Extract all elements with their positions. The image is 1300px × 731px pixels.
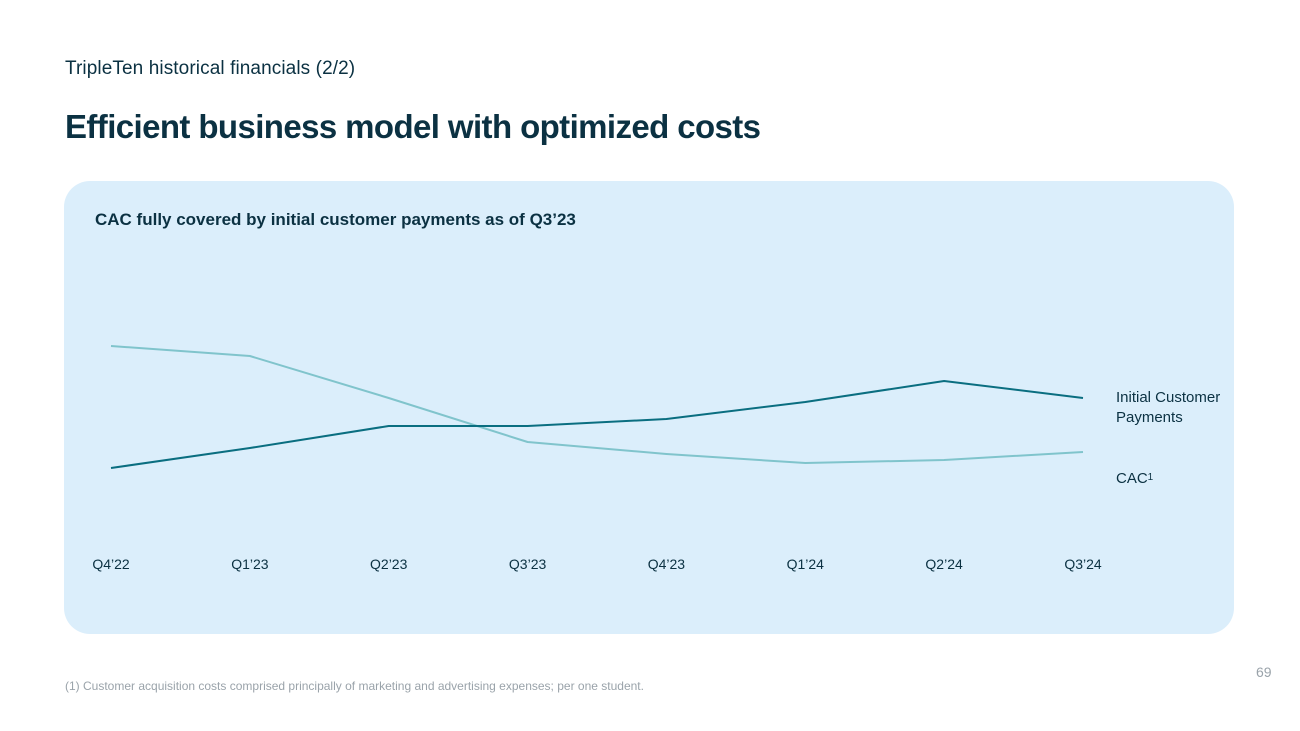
- slide-subtitle: TripleTen historical financials (2/2): [65, 58, 356, 79]
- footnote: (1) Customer acquisition costs comprised…: [65, 679, 644, 693]
- series-line-cac: [110, 345, 1084, 464]
- x-tick-label: Q1’23: [231, 556, 269, 572]
- legend-cac: CAC1: [1116, 469, 1153, 489]
- x-tick-label: Q2’23: [370, 556, 408, 572]
- series-line-initial-customer-payments: [110, 380, 1084, 469]
- x-tick-label: Q4’22: [92, 556, 130, 572]
- chart-panel: [64, 181, 1234, 634]
- legend-payments-text: Initial Customer Payments: [1116, 389, 1221, 426]
- legend-cac-footnote-marker: 1: [1147, 472, 1154, 483]
- x-tick-label: Q3’24: [1064, 556, 1102, 572]
- page-number: 69: [1256, 664, 1272, 680]
- legend-cac-text: CAC: [1116, 470, 1148, 487]
- legend-initial-customer-payments: Initial Customer Payments: [1116, 388, 1226, 428]
- slide-title: Efficient business model with optimized …: [65, 108, 761, 145]
- x-tick-label: Q1’24: [787, 556, 825, 572]
- x-tick-label: Q3’23: [509, 556, 547, 572]
- x-tick-label: Q2’24: [925, 556, 963, 572]
- x-tick-label: Q4’23: [648, 556, 686, 572]
- chart-title: CAC fully covered by initial customer pa…: [95, 210, 576, 229]
